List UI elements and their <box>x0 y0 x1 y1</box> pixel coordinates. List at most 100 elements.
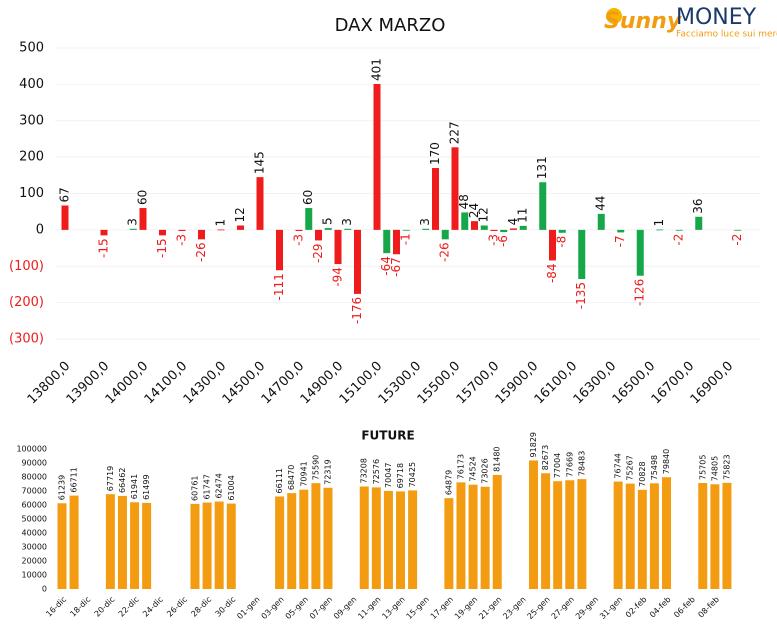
x-tick-label: 02-feb <box>624 595 649 620</box>
data-label: -29 <box>311 243 325 263</box>
x-tick-label: 05-gen <box>284 595 310 621</box>
data-label: 401 <box>370 58 384 81</box>
data-label: 81480 <box>493 446 502 471</box>
data-label: 66711 <box>70 467 79 492</box>
bar <box>383 229 391 254</box>
data-label: 3 <box>340 218 354 226</box>
y-tick-label: 20000 <box>22 557 47 566</box>
x-tick-label: 30-dic <box>214 595 238 619</box>
data-label: -7 <box>613 235 627 247</box>
data-label: 74524 <box>469 456 478 481</box>
data-label: 70941 <box>299 461 308 486</box>
data-label: 72576 <box>372 459 381 484</box>
bar <box>359 486 369 589</box>
bar <box>373 84 381 230</box>
data-label: 36 <box>691 198 705 213</box>
x-tick-label: 11-gen <box>356 595 382 621</box>
data-label: 131 <box>535 156 549 179</box>
data-label: -67 <box>389 257 403 277</box>
bar <box>256 177 264 230</box>
data-label: 12 <box>477 207 491 222</box>
x-tick-label: 03-gen <box>260 595 286 621</box>
x-tick-label: 19-gen <box>453 595 479 621</box>
data-label: 227 <box>448 121 462 144</box>
bar <box>299 489 309 589</box>
x-tick-label: 04-feb <box>648 595 673 620</box>
logo-sun <box>606 8 622 24</box>
y-tick-label: 100000 <box>16 445 47 454</box>
y-tick-label: 200 <box>19 150 44 165</box>
bar <box>408 490 418 589</box>
bar <box>468 484 478 589</box>
data-label: 73208 <box>360 458 369 483</box>
data-label: -64 <box>379 256 393 276</box>
x-tick-label: 28-dic <box>189 595 213 619</box>
bar <box>202 502 212 589</box>
data-label: -84 <box>545 263 559 283</box>
y-tick-label: 80000 <box>22 473 47 482</box>
bar <box>490 229 498 231</box>
bar <box>480 486 490 589</box>
x-tick-label: 22-dic <box>117 595 141 619</box>
bar <box>383 490 393 589</box>
bar <box>662 477 671 589</box>
data-label: 76744 <box>614 453 623 478</box>
y-tick-label: 100 <box>19 186 44 201</box>
data-label: 1 <box>214 219 228 227</box>
data-label: 68470 <box>287 465 296 490</box>
data-label: 61499 <box>142 474 151 499</box>
data-label: 170 <box>428 142 442 165</box>
bar <box>295 229 303 231</box>
x-tick-label: 01-gen <box>235 595 261 621</box>
bar <box>710 484 720 589</box>
bar <box>214 501 224 589</box>
bar <box>159 229 166 236</box>
bar <box>334 229 342 265</box>
y-tick-label: 10000 <box>22 571 47 580</box>
bar <box>57 503 67 589</box>
chart-title: DAX MARZO <box>335 15 446 36</box>
data-label: -26 <box>194 242 208 262</box>
bar <box>344 228 352 230</box>
y-tick-label: 40000 <box>22 529 47 538</box>
bar <box>444 498 454 589</box>
x-tick-label: 20-dic <box>93 595 117 619</box>
bar <box>139 208 147 230</box>
bar <box>577 479 587 589</box>
data-label: 75705 <box>698 455 707 480</box>
bar <box>637 489 647 589</box>
x-tick-label: 06-feb <box>672 595 697 620</box>
y-tick-label: 0 <box>42 585 47 594</box>
data-label: -111 <box>272 273 286 300</box>
x-tick-label: 13-gen <box>380 595 406 621</box>
bar <box>226 503 236 589</box>
bar <box>734 229 742 231</box>
data-label: 62474 <box>215 473 224 498</box>
logo-tagline: Facciamo luce sui mercati <box>676 30 777 40</box>
y-tick-label: 300 <box>19 113 44 128</box>
bar <box>578 229 586 279</box>
y-tick-label: 90000 <box>22 459 47 468</box>
data-label: 60 <box>136 190 150 205</box>
data-label: -3 <box>292 234 306 246</box>
bar <box>492 474 502 589</box>
x-tick-label: 21-gen <box>477 595 503 621</box>
bar <box>393 229 400 255</box>
data-label: -3 <box>175 234 189 246</box>
bar <box>198 229 205 240</box>
chart-title: FUTURE <box>361 429 414 443</box>
y-tick-label: 30000 <box>22 543 47 552</box>
data-label: 77669 <box>565 452 574 477</box>
data-label: 70047 <box>384 462 393 487</box>
bar <box>305 208 313 230</box>
data-label: 48 <box>457 194 471 209</box>
bar <box>675 229 683 231</box>
x-tick-label: 17-gen <box>429 595 455 621</box>
y-tick-label: 0 <box>36 222 44 237</box>
y-tick-label: (300) <box>9 332 44 347</box>
y-tick-label: 50000 <box>22 515 47 524</box>
data-label: 91829 <box>529 432 538 457</box>
x-tick-label: 16-dic <box>44 595 68 619</box>
bar <box>510 228 517 230</box>
data-label: 78483 <box>577 451 586 476</box>
